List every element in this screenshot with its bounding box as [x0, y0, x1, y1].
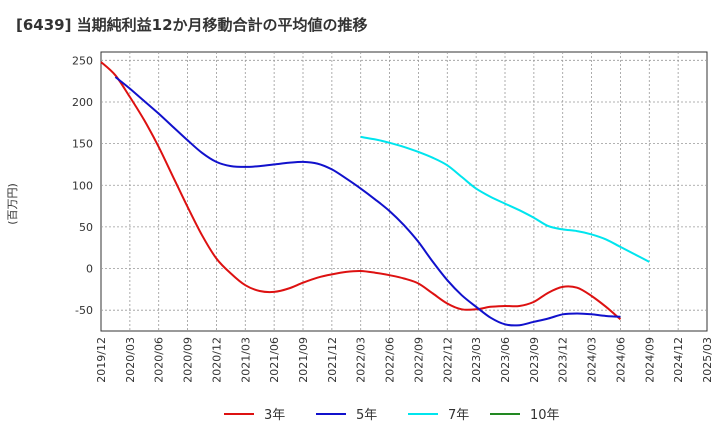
y-tick-label: 50 — [79, 221, 93, 234]
x-tick-label: 2020/12 — [210, 337, 223, 383]
y-tick-label: 250 — [72, 54, 93, 67]
x-tick-label: 2021/09 — [297, 337, 310, 383]
x-tick-label: 2023/09 — [528, 337, 541, 383]
plot-area — [100, 51, 708, 332]
x-tick-label: 2021/12 — [326, 337, 339, 383]
x-tick-label: 2021/03 — [239, 337, 252, 383]
x-tick-label: 2020/09 — [182, 337, 195, 383]
x-tick-label: 2022/03 — [355, 337, 368, 383]
legend-label: 10年 — [530, 408, 560, 423]
series-line-5年 — [114, 76, 621, 327]
x-tick-label: 2024/09 — [643, 337, 656, 383]
legend-label: 5年 — [356, 408, 377, 423]
x-tick-label: 2024/12 — [672, 337, 685, 383]
x-tick-label: 2019/12 — [95, 337, 108, 383]
y-tick-label: 200 — [72, 96, 93, 109]
series-line-3年 — [100, 61, 622, 321]
series-line-7年 — [360, 135, 650, 263]
axes: 2019/12 2020/03 2020/06 2020/09 2020/12 2021/… — [72, 54, 714, 382]
x-tick-label: 2023/06 — [499, 337, 512, 383]
legend-label: 3年 — [264, 408, 285, 423]
chart-title: [6439] 当期純利益12か月移動合計の平均値の推移 — [16, 16, 368, 34]
y-tick-label: 100 — [72, 179, 93, 192]
y-tick-label: 0 — [86, 263, 93, 276]
y-tick-label: 150 — [72, 138, 93, 151]
y-axis-label: (百万円) — [6, 183, 19, 225]
x-tick-label: 2021/06 — [268, 337, 281, 383]
legend-label: 7年 — [448, 408, 469, 423]
x-tick-label: 2020/06 — [153, 337, 166, 383]
x-tick-label: 2022/12 — [441, 337, 454, 383]
x-tick-label: 2023/03 — [470, 337, 483, 383]
x-tick-label: 2022/09 — [412, 337, 425, 383]
legend: 3年 5年 7年 10年 — [224, 408, 560, 423]
x-tick-label: 2023/12 — [557, 337, 570, 383]
x-tick-label: 2025/03 — [701, 337, 714, 383]
y-tick-label: -50 — [75, 304, 93, 317]
x-tick-label: 2024/06 — [614, 337, 627, 383]
series-lines — [100, 61, 650, 327]
x-tick-label: 2024/03 — [586, 337, 599, 383]
x-tick-label: 2022/06 — [384, 337, 397, 383]
x-tick-label: 2020/03 — [124, 337, 137, 383]
